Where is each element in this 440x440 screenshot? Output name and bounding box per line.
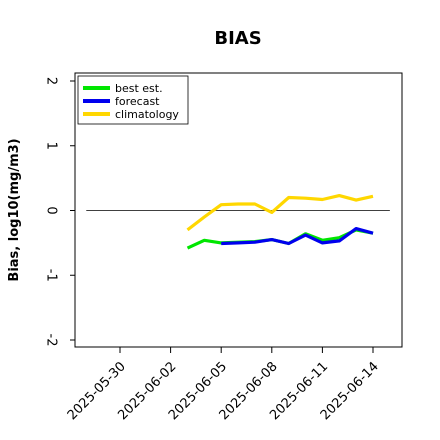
series-layer [186,194,374,250]
y-tick-label: 1 [44,142,59,150]
y-axis-label: Bias, log10(mg/m3) [7,138,22,281]
x-axis: 2025-05-302025-06-022025-06-052025-06-08… [65,347,382,423]
series-line-forecast [221,227,374,246]
legend-label: climatology [115,108,179,121]
series-line-climatology [186,194,374,232]
y-tick-label: -1 [44,269,59,282]
y-tick-label: 0 [44,206,59,214]
legend-label: forecast [115,95,160,108]
y-tick-label: -2 [44,334,59,347]
chart-title: BIAS [214,28,261,49]
y-tick-label: 2 [44,77,59,85]
legend-label: best est. [115,82,163,95]
series-line-best-est [186,228,374,250]
y-axis: -2 -1 0 1 2 [44,77,75,347]
